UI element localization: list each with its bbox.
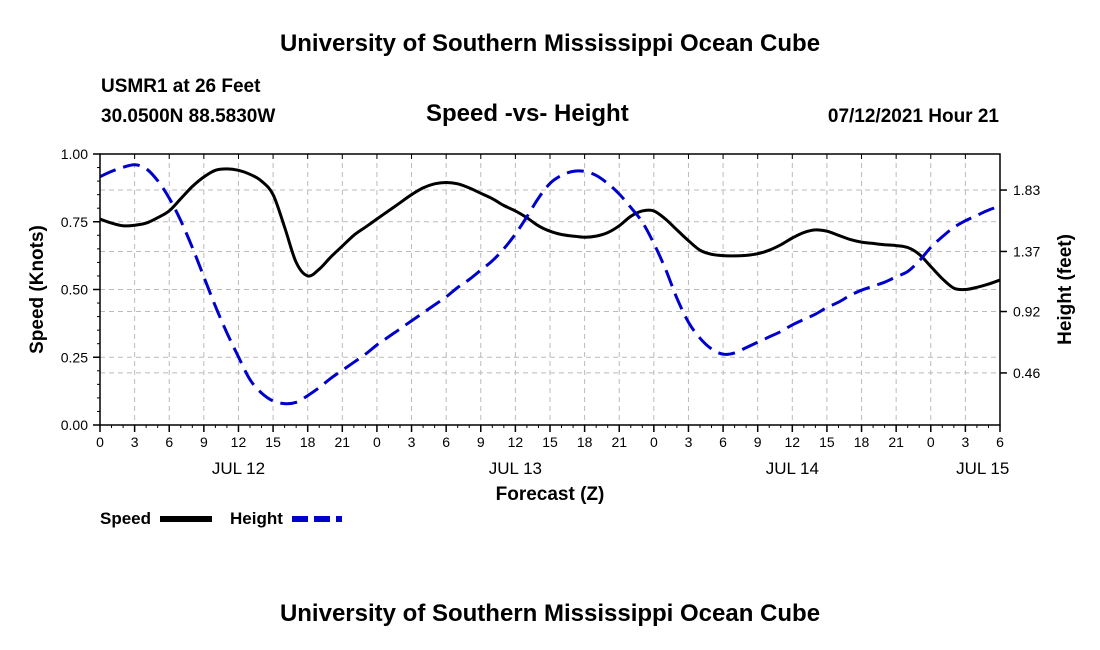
x-tick-label: 12 — [508, 434, 524, 450]
day-label: JUL 14 — [766, 459, 819, 478]
x-tick-label: 3 — [408, 434, 416, 450]
y2-axis-label: Height (feet) — [1055, 234, 1076, 345]
legend-height-label: Height — [230, 509, 283, 528]
day-label: JUL 15 — [956, 459, 1009, 478]
x-tick-label: 6 — [442, 434, 450, 450]
x-tick-label: 0 — [650, 434, 658, 450]
forecast-datetime: 07/12/2021 Hour 21 — [827, 106, 999, 127]
x-tick-label: 21 — [611, 434, 627, 450]
x-tick-label: 3 — [961, 434, 969, 450]
x-tick-label: 12 — [785, 434, 801, 450]
x-tick-label: 12 — [231, 434, 247, 450]
x-tick-label: 6 — [996, 434, 1004, 450]
x-tick-label: 0 — [96, 434, 104, 450]
x-tick-label: 0 — [373, 434, 381, 450]
legend-speed-label: Speed — [100, 509, 151, 528]
x-tick-label: 15 — [819, 434, 835, 450]
x-tick-label: 3 — [685, 434, 693, 450]
y-tick-label: 0.25 — [61, 349, 88, 365]
x-tick-label: 21 — [888, 434, 904, 450]
x-tick-label: 21 — [335, 434, 351, 450]
x-tick-label: 18 — [577, 434, 593, 450]
y2-tick-label: 1.37 — [1013, 243, 1040, 259]
y-tick-label: 0.50 — [61, 282, 88, 298]
day-label: JUL 12 — [212, 459, 265, 478]
x-tick-label: 3 — [131, 434, 139, 450]
y2-tick-label: 0.92 — [1013, 304, 1040, 320]
y2-tick-label: 1.83 — [1013, 182, 1040, 198]
chart-subtitle: Speed -vs- Height — [426, 100, 629, 127]
series-layer — [99, 163, 1001, 406]
y-tick-label: 0.00 — [61, 417, 88, 433]
axes: 0 3 6 9 12 15 18 21 0 3 6 9 12 15 18 21 0 3 6 9 12 15 18 21 0 3 6 0… — [61, 146, 1041, 478]
x-tick-label: 6 — [165, 434, 173, 450]
y-tick-label: 0.75 — [61, 214, 88, 230]
day-label: JUL 13 — [489, 459, 542, 478]
x-axis-label: Forecast (Z) — [496, 484, 605, 505]
page-title: University of Southern Mississippi Ocean… — [279, 30, 821, 57]
x-tick-label: 6 — [719, 434, 727, 450]
x-tick-label: 9 — [200, 434, 208, 450]
y-axis-label: Speed (Knots) — [27, 225, 48, 354]
series-speed-line — [99, 167, 1001, 292]
x-tick-label: 9 — [477, 434, 485, 450]
x-tick-label: 0 — [927, 434, 935, 450]
x-tick-label: 15 — [542, 434, 558, 450]
y2-tick-label: 0.46 — [1013, 365, 1040, 381]
series-height-line — [99, 163, 1001, 406]
x-tick-label: 9 — [754, 434, 762, 450]
x-tick-label: 18 — [300, 434, 316, 450]
x-tick-label: 15 — [265, 434, 281, 450]
grid — [100, 154, 1000, 425]
station-label: USMR1 at 26 Feet — [101, 76, 261, 97]
y-tick-label: 1.00 — [61, 146, 88, 162]
x-tick-label: 18 — [854, 434, 870, 450]
legend: Speed Height — [100, 509, 342, 528]
coordinates-label: 30.0500N 88.5830W — [101, 106, 276, 127]
footer-title: University of Southern Mississippi Ocean… — [279, 600, 821, 627]
